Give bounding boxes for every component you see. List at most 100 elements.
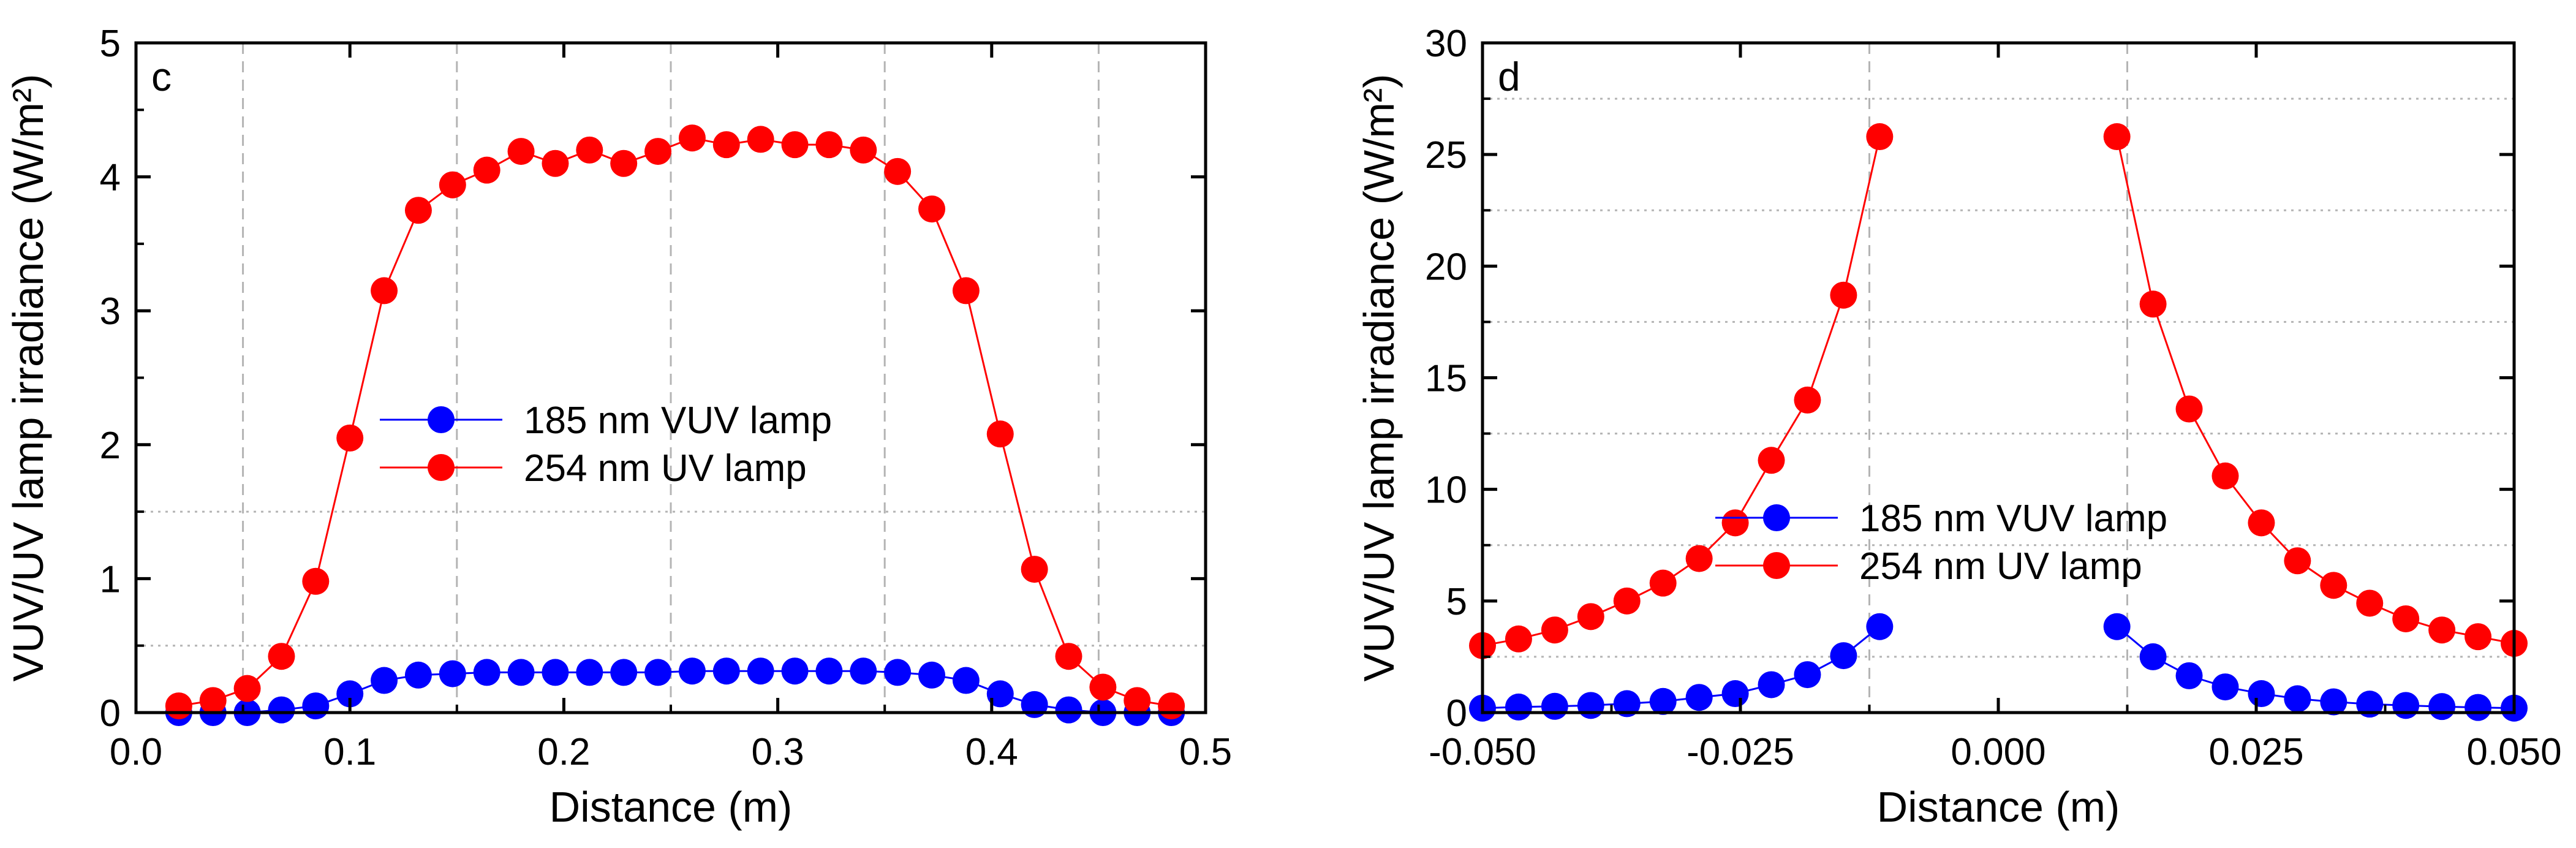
- legend-label: 185 nm VUV lamp: [1859, 498, 2167, 540]
- data-point: [815, 131, 843, 159]
- data-point: [610, 659, 638, 686]
- y-tick-label: 0: [100, 692, 121, 735]
- data-point: [1089, 673, 1117, 701]
- x-tick-label: 0.000: [1951, 731, 2045, 773]
- y-tick-label: 30: [1425, 23, 1467, 65]
- y-tick-label: 3: [100, 290, 121, 333]
- x-axis-label: Distance (m): [1877, 783, 2120, 831]
- data-point: [1541, 616, 1568, 644]
- panel-label: d: [1498, 54, 1520, 99]
- data-point: [1685, 684, 1713, 711]
- data-point: [1758, 447, 1785, 474]
- data-point: [850, 136, 877, 164]
- data-point: [576, 136, 603, 164]
- data-point: [507, 138, 535, 165]
- data-point: [2175, 662, 2203, 689]
- data-point: [2103, 613, 2131, 640]
- legend: 185 nm VUV lamp 254 nm UV lamp: [380, 399, 832, 490]
- data-point: [1124, 687, 1151, 714]
- x-axis-label: Distance (m): [550, 783, 793, 831]
- y-tick-label: 4: [100, 157, 121, 199]
- data-point: [2392, 605, 2420, 632]
- data-point: [371, 277, 398, 305]
- legend: 185 nm VUV lamp 254 nm UV lamp: [1715, 498, 2167, 588]
- data-point: [507, 659, 535, 686]
- panel-label: c: [151, 54, 172, 99]
- x-tick-label: 0.3: [751, 731, 804, 773]
- series-line: [1482, 626, 1881, 710]
- data-point: [1685, 545, 1713, 572]
- data-point: [712, 131, 740, 159]
- data-point: [576, 659, 603, 686]
- data-point: [1055, 696, 1082, 724]
- x-tick-label: 0.4: [965, 731, 1018, 773]
- data-point: [2428, 693, 2456, 721]
- data-point: [473, 156, 500, 184]
- data-point: [1613, 587, 1641, 615]
- data-point: [268, 696, 295, 724]
- series-line: [2116, 626, 2515, 710]
- legend-marker: [428, 454, 455, 481]
- data-point: [2248, 509, 2275, 537]
- data-point: [1794, 661, 1821, 689]
- data-point: [1830, 281, 1857, 309]
- data-point: [1505, 693, 1532, 721]
- data-point: [781, 131, 809, 159]
- data-point: [1577, 692, 1604, 719]
- data-point: [2428, 616, 2456, 644]
- data-point: [1021, 556, 1048, 583]
- data-point: [2320, 572, 2347, 599]
- y-tick-label: 25: [1425, 134, 1467, 176]
- x-tick-label: 0.5: [1179, 731, 1232, 773]
- data-point: [1866, 613, 1894, 640]
- data-point: [884, 659, 912, 686]
- data-point: [918, 195, 946, 223]
- data-point: [165, 692, 192, 720]
- data-point: [815, 657, 843, 685]
- data-point: [644, 138, 672, 165]
- data-point: [2139, 290, 2167, 318]
- data-point: [781, 657, 809, 685]
- data-point: [1055, 643, 1082, 670]
- x-tick-label: 0.1: [323, 731, 376, 773]
- series-line: [2116, 136, 2515, 645]
- data-point: [542, 150, 569, 177]
- data-point: [302, 692, 330, 720]
- data-point: [644, 659, 672, 686]
- y-tick-label: 15: [1425, 358, 1467, 400]
- legend-marker: [1763, 504, 1790, 531]
- data-point: [336, 680, 364, 708]
- data-point: [952, 277, 980, 305]
- data-point: [473, 659, 500, 686]
- data-point: [2320, 688, 2347, 716]
- series-line: [178, 137, 1172, 707]
- x-tick-label: 0.2: [537, 731, 590, 773]
- data-point: [884, 157, 912, 185]
- data-point: [302, 567, 330, 595]
- series-line: [1482, 136, 1881, 647]
- data-point: [678, 124, 706, 152]
- data-point: [2356, 691, 2384, 718]
- plot-frame: [1481, 41, 2516, 714]
- y-tick-label: 1: [100, 558, 121, 600]
- data-point: [1721, 680, 1749, 708]
- data-point: [2465, 694, 2492, 721]
- data-point: [1613, 690, 1641, 717]
- y-axis-label: VUV/UV lamp irradiance (W/m²): [4, 74, 52, 682]
- data-point: [678, 657, 706, 685]
- legend-label: 185 nm VUV lamp: [524, 399, 832, 442]
- x-tick-label: 0.050: [2466, 731, 2561, 773]
- data-point: [986, 420, 1014, 448]
- data-point: [1866, 123, 1894, 151]
- data-point: [1158, 692, 1185, 720]
- x-tick-label: -0.025: [1686, 731, 1794, 773]
- data-point: [2212, 673, 2239, 701]
- data-point: [542, 659, 569, 686]
- x-tick-label: -0.050: [1429, 731, 1536, 773]
- data-point: [952, 667, 980, 694]
- data-point: [2284, 547, 2311, 575]
- data-point: [918, 661, 946, 689]
- data-point: [371, 667, 398, 694]
- series-185nm: [165, 657, 1185, 726]
- data-point: [2139, 643, 2167, 670]
